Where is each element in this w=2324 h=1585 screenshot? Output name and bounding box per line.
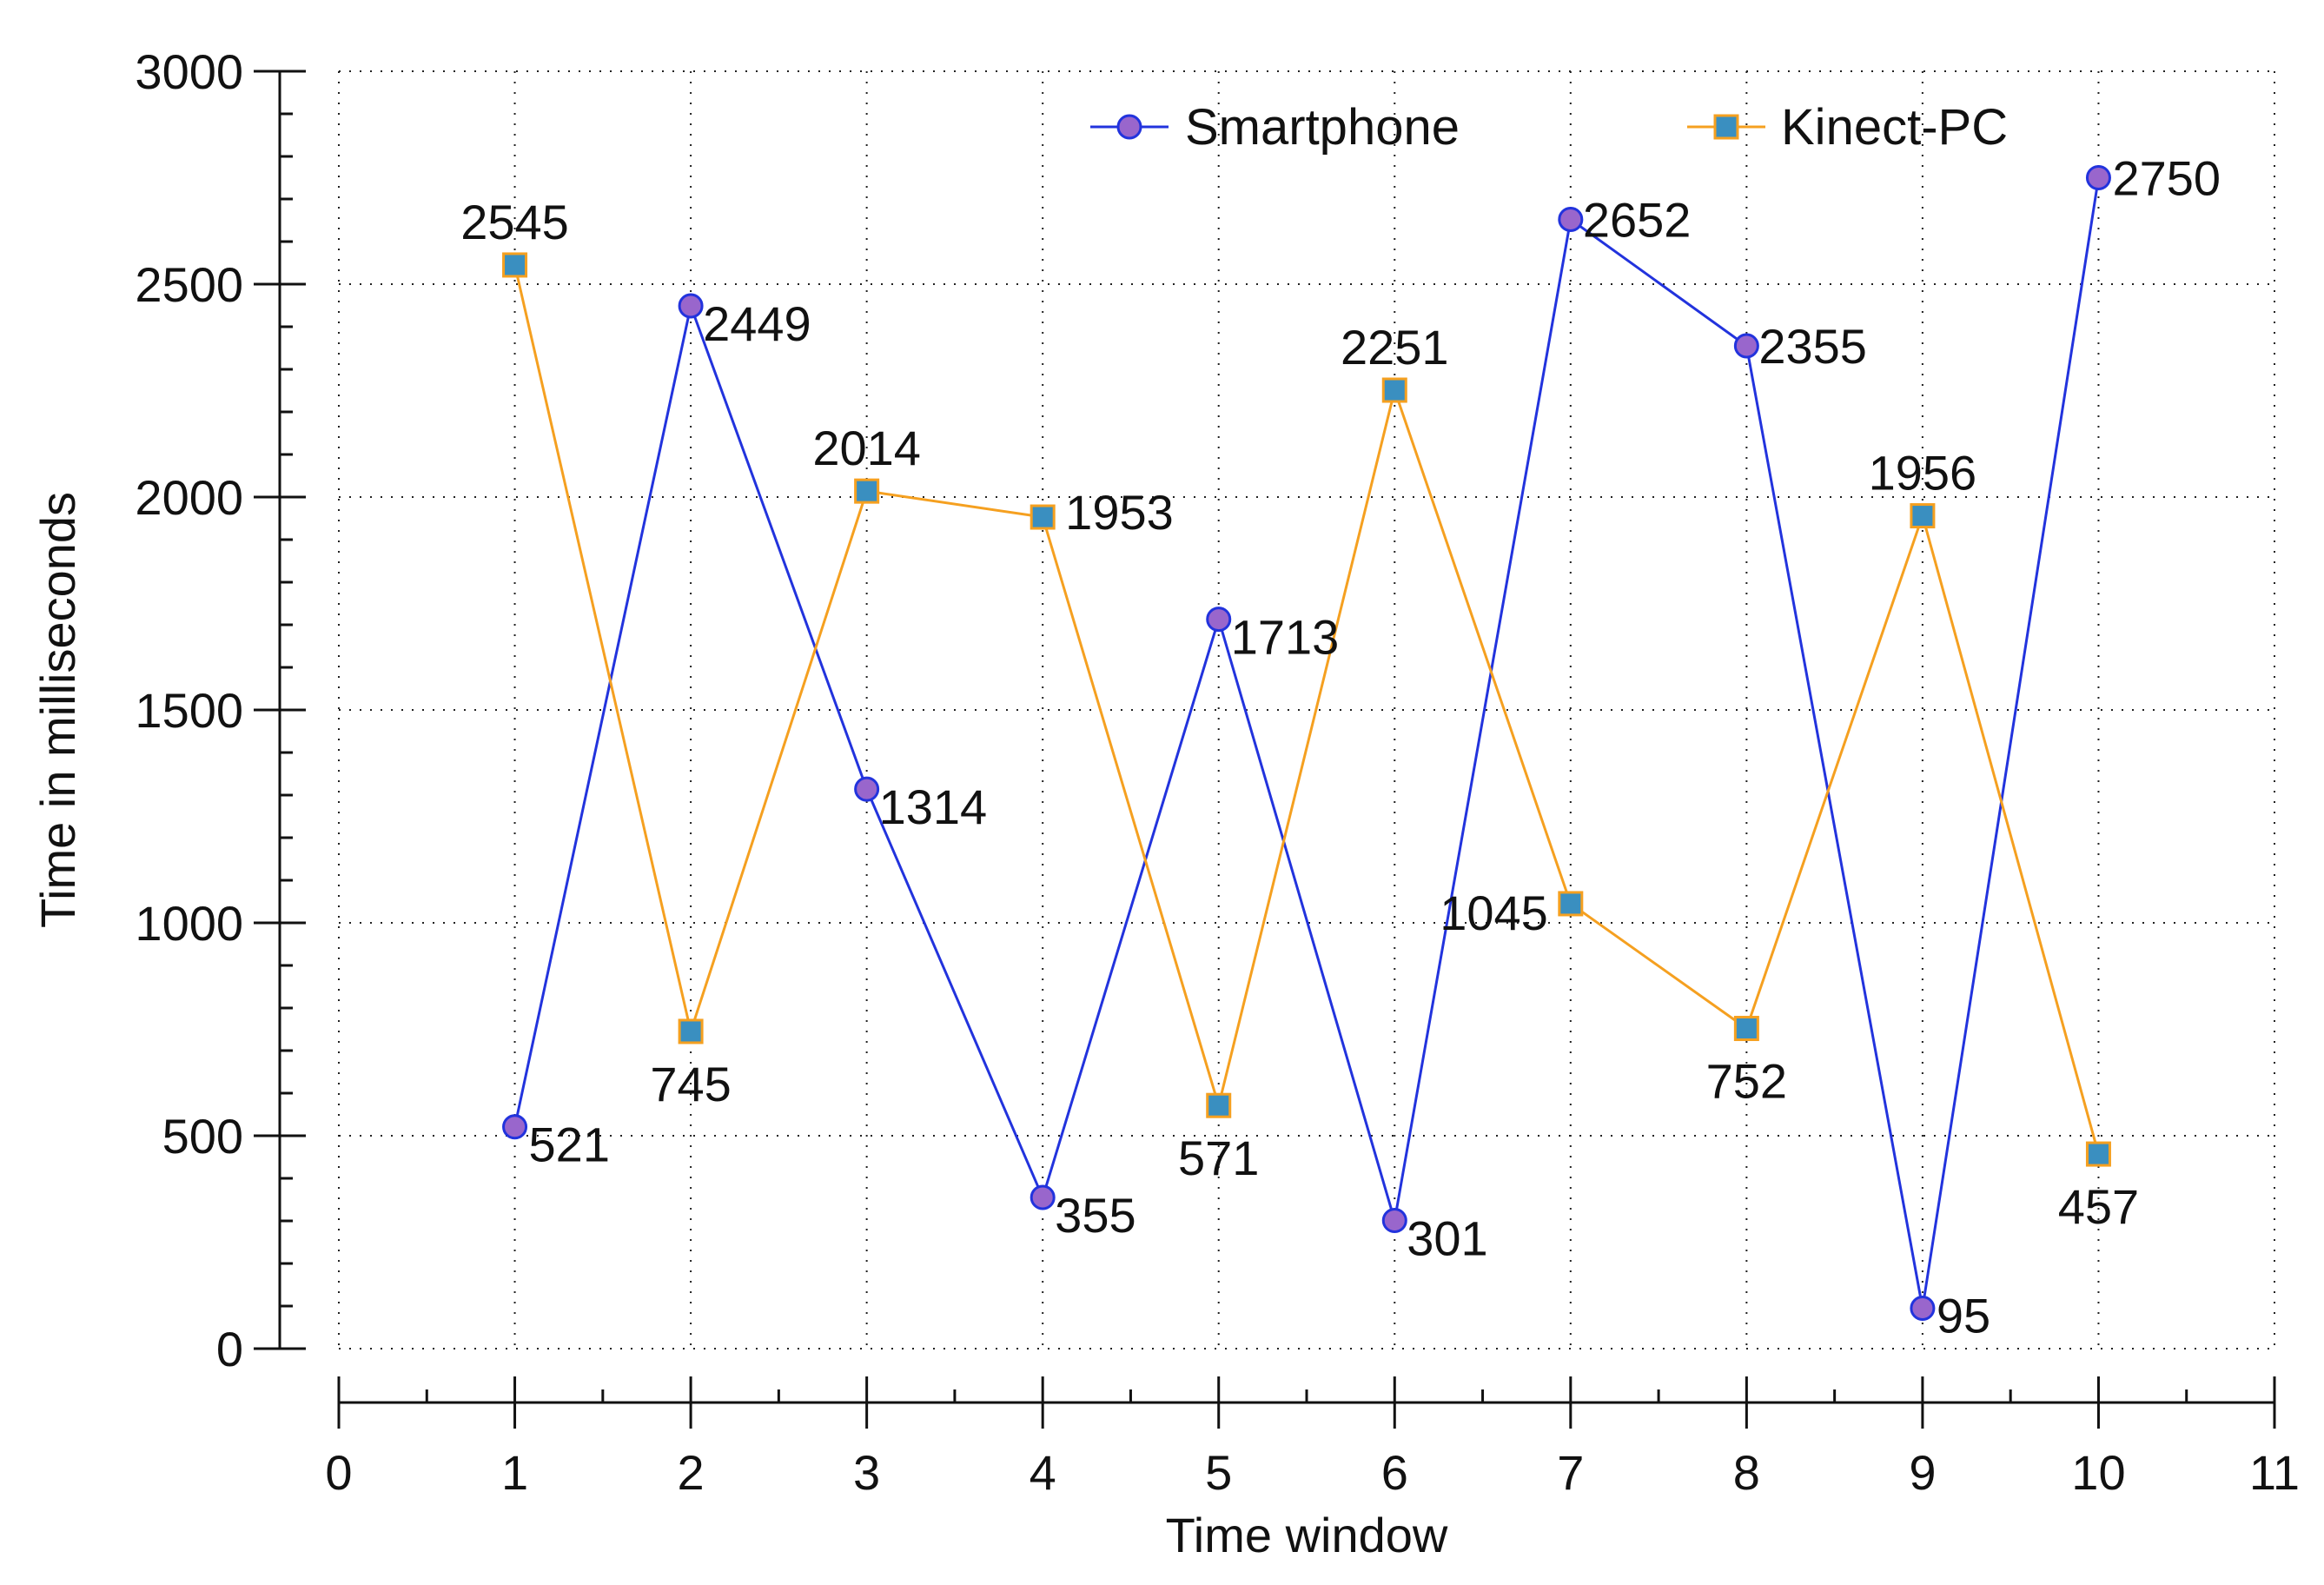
data-label-smartphone: 2355 bbox=[1758, 319, 1867, 374]
legend-label-kinect-pc: Kinect-PC bbox=[1781, 99, 2008, 156]
x-tick-label: 9 bbox=[1909, 1445, 1936, 1500]
y-tick-label: 2000 bbox=[135, 470, 243, 525]
x-axis-title: Time window bbox=[1166, 1508, 1448, 1562]
data-point-smartphone bbox=[1381, 1208, 1407, 1234]
data-point-smartphone bbox=[1558, 207, 1584, 233]
data-label-smartphone: 355 bbox=[1055, 1188, 1136, 1243]
y-tick-label: 500 bbox=[162, 1109, 243, 1164]
x-tick-label: 7 bbox=[1557, 1445, 1584, 1500]
data-label-smartphone: 2750 bbox=[2112, 151, 2221, 206]
series-line-kinect-pc bbox=[513, 264, 2100, 1155]
data-label-kinect-pc: 571 bbox=[1178, 1131, 1259, 1185]
data-label-kinect-pc: 2545 bbox=[460, 195, 569, 249]
data-label-smartphone: 2652 bbox=[1583, 193, 1692, 248]
data-point-smartphone bbox=[1910, 1295, 1936, 1321]
legend-label-smartphone: Smartphone bbox=[1185, 99, 1460, 156]
data-point-smartphone bbox=[2085, 165, 2111, 190]
y-axis-title: Time in milliseconds bbox=[30, 492, 85, 928]
data-point-smartphone bbox=[854, 776, 880, 802]
data-point-smartphone bbox=[1733, 333, 1759, 359]
legend-marker-kinect-pc bbox=[1713, 114, 1739, 140]
data-point-kinect-pc bbox=[1733, 1016, 1759, 1042]
data-label-kinect-pc: 1953 bbox=[1065, 485, 1174, 540]
data-label-smartphone: 1314 bbox=[879, 779, 988, 834]
x-tick-label: 11 bbox=[2249, 1445, 2300, 1500]
label-layer: 521 2449 1314 355 1713 301 2652 2355 95 2750 2545 7… bbox=[460, 151, 2221, 1343]
data-label-smartphone: 521 bbox=[529, 1117, 610, 1172]
y-tick-label: 3000 bbox=[135, 44, 243, 99]
y-tick-label: 2500 bbox=[135, 257, 243, 312]
x-tick-label: 2 bbox=[678, 1445, 705, 1500]
data-label-smartphone: 1713 bbox=[1231, 610, 1340, 665]
data-point-kinect-pc bbox=[1381, 377, 1407, 403]
data-label-kinect-pc: 457 bbox=[2058, 1179, 2139, 1234]
series-layer bbox=[502, 165, 2111, 1321]
series-line-smartphone bbox=[513, 177, 2100, 1310]
x-tick-label: 8 bbox=[1733, 1445, 1760, 1500]
grid-layer bbox=[338, 70, 2275, 1350]
data-label-smartphone: 2449 bbox=[703, 296, 811, 351]
data-label-kinect-pc: 752 bbox=[1706, 1054, 1787, 1109]
x-tick-label: 3 bbox=[853, 1445, 880, 1500]
data-label-kinect-pc: 1045 bbox=[1440, 885, 1548, 940]
data-label-smartphone: 301 bbox=[1407, 1211, 1487, 1266]
y-tick-label: 1500 bbox=[135, 683, 243, 738]
data-point-kinect-pc bbox=[854, 478, 880, 504]
data-point-smartphone bbox=[1030, 1184, 1056, 1210]
x-tick-label: 6 bbox=[1381, 1445, 1408, 1500]
data-label-kinect-pc: 2251 bbox=[1341, 320, 1449, 375]
axis-layer: 0 500 1000 1500 2000 2500 3000 0 1 2 3 4 5 6 7 8 9 10 11 bbox=[135, 44, 2300, 1500]
data-label-kinect-pc: 745 bbox=[650, 1057, 731, 1111]
x-tick-label: 10 bbox=[2071, 1445, 2125, 1500]
data-point-kinect-pc bbox=[502, 252, 528, 278]
data-label-kinect-pc: 1956 bbox=[1869, 446, 1977, 501]
data-point-smartphone bbox=[678, 293, 704, 319]
data-point-kinect-pc bbox=[1910, 503, 1936, 529]
x-tick-label: 1 bbox=[501, 1445, 528, 1500]
legend: Smartphone Kinect-PC bbox=[1090, 99, 2008, 156]
data-label-kinect-pc: 2014 bbox=[812, 421, 921, 475]
y-tick-label: 0 bbox=[216, 1322, 243, 1376]
data-point-kinect-pc bbox=[2085, 1141, 2111, 1167]
legend-marker-smartphone bbox=[1116, 114, 1142, 140]
data-label-smartphone: 95 bbox=[1937, 1288, 1990, 1343]
x-tick-label: 5 bbox=[1205, 1445, 1232, 1500]
data-point-smartphone bbox=[1206, 607, 1232, 633]
data-point-kinect-pc bbox=[678, 1018, 704, 1045]
data-point-smartphone bbox=[502, 1114, 528, 1140]
data-point-kinect-pc bbox=[1206, 1092, 1232, 1118]
x-tick-label: 0 bbox=[325, 1445, 352, 1500]
data-point-kinect-pc bbox=[1030, 504, 1056, 530]
x-tick-label: 4 bbox=[1030, 1445, 1056, 1500]
y-tick-label: 1000 bbox=[135, 896, 243, 951]
data-point-kinect-pc bbox=[1558, 891, 1584, 917]
